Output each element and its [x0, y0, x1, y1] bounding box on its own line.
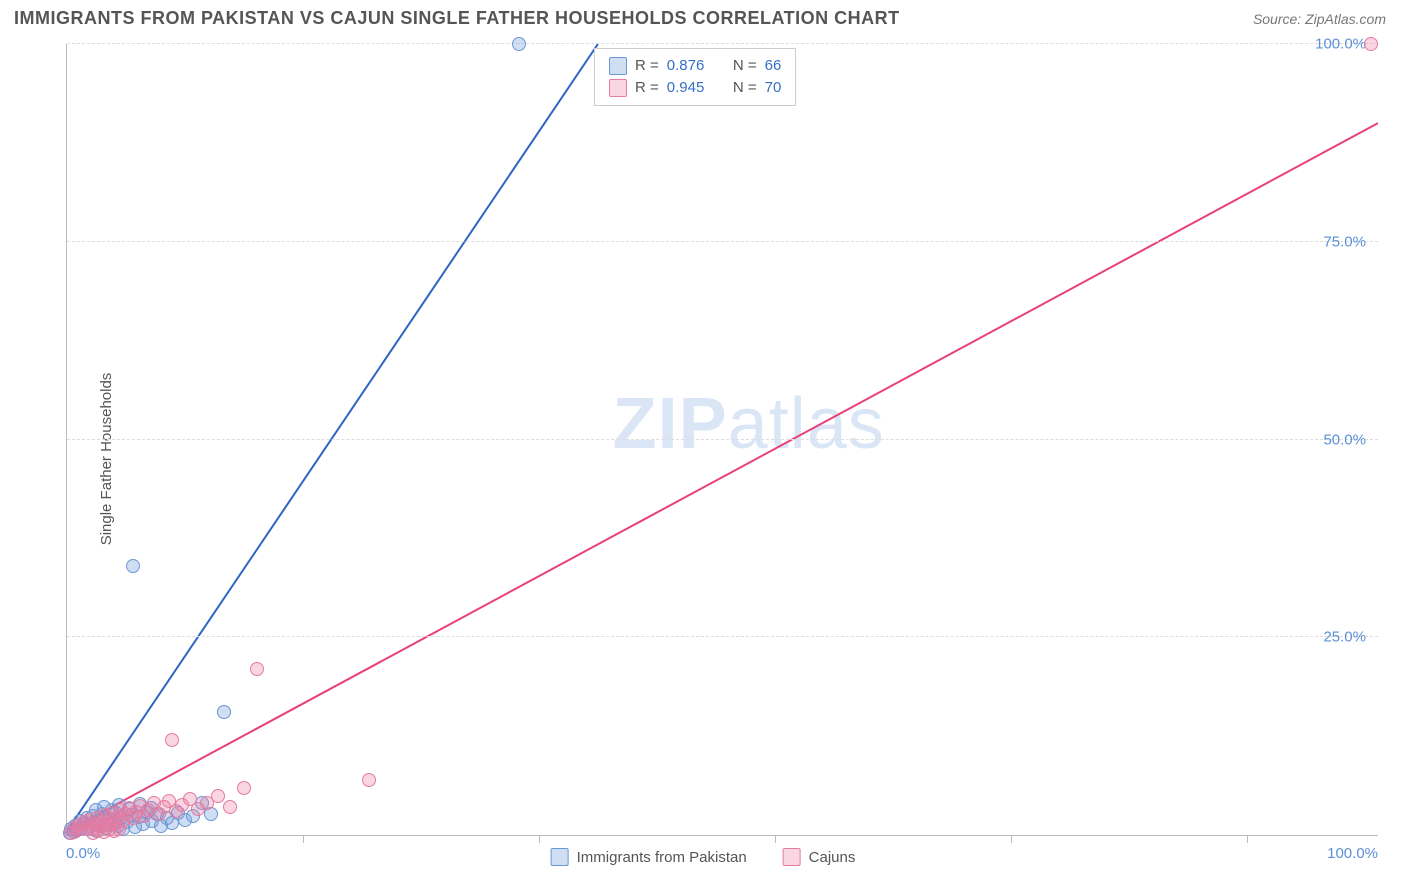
data-point — [362, 773, 376, 787]
legend-swatch — [783, 848, 801, 866]
gridline-h — [67, 636, 1378, 637]
gridline-h — [67, 43, 1378, 44]
y-tick-label: 75.0% — [1323, 233, 1366, 250]
legend-swatch — [609, 79, 627, 97]
x-tick — [1247, 835, 1248, 843]
legend-label: Immigrants from Pakistan — [577, 849, 747, 866]
stat-value-n: 66 — [765, 57, 782, 74]
trend-lines — [67, 44, 1378, 835]
chart-source: Source: ZipAtlas.com — [1253, 11, 1386, 27]
stats-box: R = 0.876 N = 66R = 0.945 N = 70 — [594, 48, 796, 106]
trend-line — [67, 123, 1378, 831]
y-tick-label: 50.0% — [1323, 431, 1366, 448]
data-point — [250, 662, 264, 676]
stats-row: R = 0.876 N = 66 — [609, 55, 781, 77]
data-point — [512, 37, 526, 51]
legend-swatch — [551, 848, 569, 866]
data-point — [217, 705, 231, 719]
data-point — [112, 822, 126, 836]
gridline-h — [67, 439, 1378, 440]
plot-region: ZIPatlas 25.0%50.0%75.0%100.0%R = 0.876 … — [66, 44, 1378, 836]
stats-row: R = 0.945 N = 70 — [609, 77, 781, 99]
data-point — [1364, 37, 1378, 51]
data-point — [165, 733, 179, 747]
stat-label-n: N = — [733, 79, 757, 96]
stat-value-n: 70 — [765, 79, 782, 96]
watermark: ZIPatlas — [613, 383, 885, 465]
stat-value-r: 0.945 — [667, 79, 705, 96]
legend: Immigrants from Pakistan Cajuns — [551, 848, 856, 866]
chart-area: Single Father Households ZIPatlas 25.0%5… — [14, 40, 1392, 878]
legend-swatch — [609, 57, 627, 75]
chart-title: IMMIGRANTS FROM PAKISTAN VS CAJUN SINGLE… — [14, 8, 900, 29]
stat-label-r: R = — [635, 57, 659, 74]
stat-label-r: R = — [635, 79, 659, 96]
x-tick — [1011, 835, 1012, 843]
legend-item: Cajuns — [783, 848, 856, 866]
x-tick — [303, 835, 304, 843]
chart-header: IMMIGRANTS FROM PAKISTAN VS CAJUN SINGLE… — [0, 0, 1406, 33]
data-point — [223, 800, 237, 814]
gridline-h — [67, 241, 1378, 242]
x-axis-min-label: 0.0% — [66, 845, 100, 862]
x-tick — [539, 835, 540, 843]
y-tick-label: 100.0% — [1315, 36, 1366, 53]
data-point — [211, 789, 225, 803]
x-axis-max-label: 100.0% — [1327, 845, 1378, 862]
legend-item: Immigrants from Pakistan — [551, 848, 747, 866]
stat-label-n: N = — [733, 57, 757, 74]
data-point — [237, 781, 251, 795]
y-tick-label: 25.0% — [1323, 629, 1366, 646]
stat-value-r: 0.876 — [667, 57, 705, 74]
legend-label: Cajuns — [809, 849, 856, 866]
data-point — [126, 559, 140, 573]
x-tick — [775, 835, 776, 843]
